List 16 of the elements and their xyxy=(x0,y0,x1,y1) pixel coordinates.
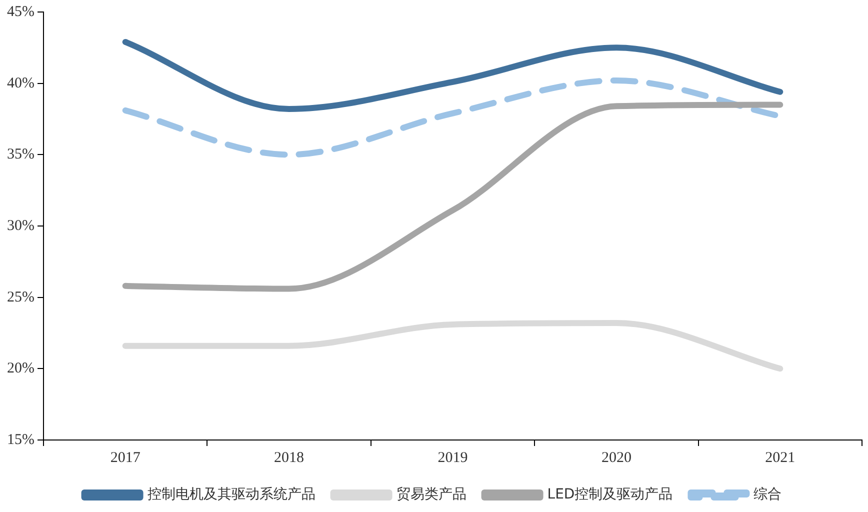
y-tick-label: 15% xyxy=(6,432,34,448)
y-tick-label: 20% xyxy=(6,360,34,377)
legend-label: LED控制及驱动产品 xyxy=(547,486,673,503)
x-tick-label: 2017 xyxy=(110,450,141,466)
x-tick-label: 2019 xyxy=(438,450,468,466)
legend-label: 控制电机及其驱动系统产品 xyxy=(147,486,316,503)
x-tick-label: 2021 xyxy=(765,450,796,466)
x-tick-label: 2018 xyxy=(274,450,304,466)
y-tick-label: 30% xyxy=(6,218,34,234)
legend-label: 贸易类产品 xyxy=(396,486,466,503)
y-tick-label: 45% xyxy=(6,4,34,20)
y-tick-label: 25% xyxy=(6,289,34,306)
x-tick-label: 2020 xyxy=(601,450,632,466)
legend-label: 综合 xyxy=(754,486,782,503)
y-tick-label: 35% xyxy=(6,146,34,163)
y-tick-label: 40% xyxy=(6,75,34,92)
